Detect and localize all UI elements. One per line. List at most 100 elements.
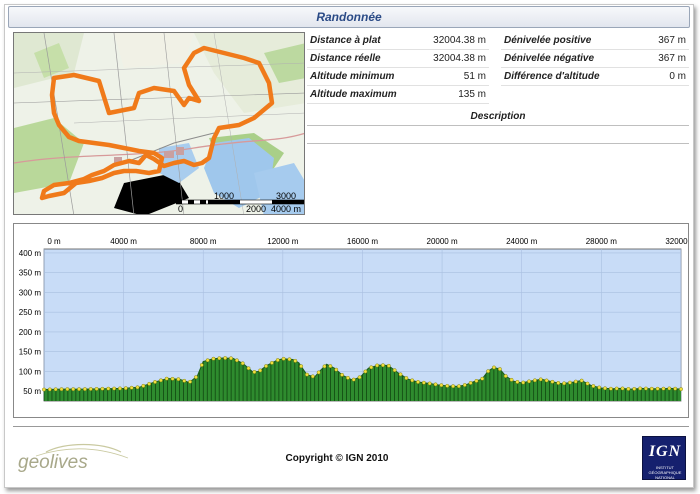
track-point [585, 381, 590, 386]
track-point [275, 358, 280, 362]
track-point [129, 385, 134, 390]
track-point [369, 365, 374, 370]
track-point [421, 380, 426, 385]
x-tick-label: 20000 m [427, 237, 458, 246]
track-point [188, 379, 193, 384]
y-tick-label: 300 m [19, 288, 42, 297]
track-point [620, 386, 625, 391]
stat-row: Dénivelée négative 367 m [501, 50, 689, 68]
stat-value: 32004.38 m [433, 53, 486, 64]
track-point [59, 387, 64, 392]
track-point [579, 378, 584, 383]
track-point [568, 380, 572, 385]
track-point [106, 386, 111, 391]
track-point [445, 384, 450, 388]
map-scale-bar: 1000 3000 0 2000 4000 m [176, 191, 304, 214]
track-point [573, 379, 578, 384]
stat-value: 51 m [463, 71, 486, 82]
track-point [462, 383, 467, 387]
title-bar: Randonnée [8, 6, 690, 28]
track-point [147, 381, 152, 386]
track-point [603, 386, 607, 391]
track-point [322, 364, 327, 369]
x-tick-label: 24000 m [506, 237, 537, 246]
track-point [381, 363, 385, 368]
logo-text: geolives [18, 452, 88, 473]
route-track [39, 45, 275, 201]
track-point [223, 356, 228, 360]
track-point [299, 364, 304, 369]
track-point [310, 374, 315, 379]
track-point [217, 356, 222, 361]
x-tick-label: 28000 m [586, 237, 617, 246]
x-tick-label: 32000 m [665, 237, 689, 246]
track-point [649, 386, 654, 391]
track-point [480, 376, 485, 381]
description-text [307, 126, 689, 144]
track-point [334, 367, 339, 372]
track-point [538, 377, 543, 382]
track-point [246, 366, 251, 371]
scale-label: 2000 [246, 204, 267, 214]
track-point [88, 387, 93, 391]
stat-value: 0 m [669, 71, 686, 82]
track-point [679, 387, 683, 392]
track-point [345, 375, 350, 380]
ign-logo[interactable]: IGN INSTITUT GÉOGRAPHIQUE NATIONAL [642, 436, 686, 480]
y-tick-label: 400 m [19, 249, 42, 258]
track-point [468, 381, 473, 385]
track-point [305, 372, 309, 377]
track-point [287, 357, 292, 362]
track-point [199, 363, 204, 367]
track-point [316, 370, 321, 375]
track-point [252, 370, 257, 374]
track-point [164, 376, 169, 381]
ign-logo-text: IGN [648, 443, 682, 460]
track-point [427, 381, 432, 386]
scale-label: 3000 [276, 191, 297, 201]
geolives-logo[interactable]: geolives [16, 442, 136, 474]
stat-row: Altitude maximum 135 m [307, 86, 489, 104]
track-point [591, 384, 596, 388]
track-point [293, 358, 298, 363]
track-point [673, 386, 678, 391]
track-point [492, 365, 496, 370]
track-point [170, 376, 175, 381]
stat-row: Distance à plat 32004.38 m [307, 32, 489, 50]
track-point [486, 369, 491, 374]
track-point [392, 368, 397, 373]
track-point [661, 386, 666, 391]
scale-label: 0 [178, 204, 184, 214]
track-point [340, 372, 344, 377]
stat-label: Différence d'altitude [504, 71, 600, 82]
track-point [158, 378, 163, 383]
stat-value: 367 m [658, 53, 686, 64]
track-point [328, 364, 333, 369]
track-point [112, 386, 117, 391]
track-point [375, 363, 380, 368]
scale-label: 1000 [214, 191, 235, 201]
x-tick-label: 8000 m [190, 237, 217, 246]
track-point [532, 378, 537, 383]
track-point [644, 386, 648, 391]
stat-label: Distance à plat [310, 35, 381, 46]
description-heading: Description [307, 108, 689, 126]
track-point [562, 381, 567, 386]
track-point [240, 361, 245, 366]
track-point [608, 386, 613, 391]
elevation-chart: 50 m 100 m 150 m 200 m 250 m 300 m 350 m 400 m 0… [19, 237, 689, 402]
stat-label: Altitude minimum [310, 71, 395, 82]
route-map[interactable]: 1000 3000 0 2000 4000 m [13, 32, 305, 215]
track-point [556, 381, 561, 385]
track-point [497, 367, 502, 371]
track-point [141, 383, 146, 388]
elevation-profile[interactable]: 50 m 100 m 150 m 200 m 250 m 300 m 350 m 400 m 0… [13, 223, 689, 418]
track-point [153, 380, 157, 384]
track-point [47, 387, 52, 392]
ign-logo-subtext: INSTITUT GÉOGRAPHIQUE NATIONAL [648, 465, 682, 480]
x-tick-label: 12000 m [267, 237, 298, 246]
track-point [439, 383, 444, 388]
track-point [410, 378, 415, 383]
track-point [71, 387, 76, 392]
track-point [550, 379, 555, 384]
